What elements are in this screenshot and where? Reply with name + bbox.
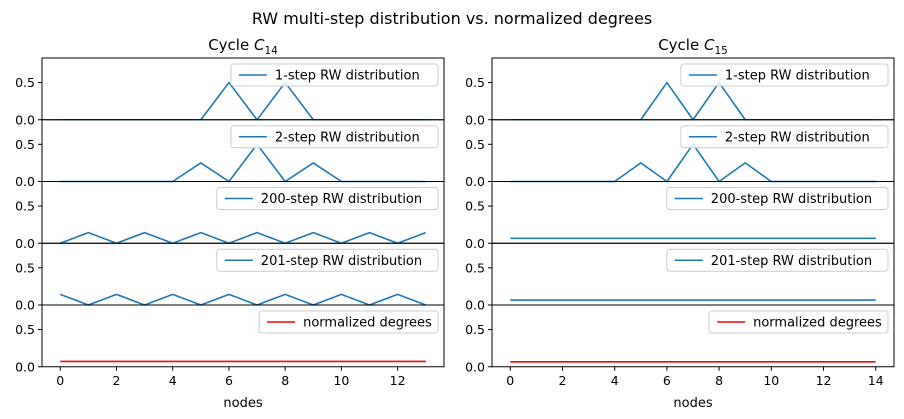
x-axis-label: nodes: [223, 396, 262, 411]
subplot: 0.0 0.5 201-step RW distribution: [465, 242, 895, 313]
x-tick-label: 8: [281, 373, 289, 388]
legend-label: 1-step RW distribution: [275, 69, 420, 84]
y-tick-label: 0.0: [465, 359, 485, 374]
legend-label: 1-step RW distribution: [725, 69, 870, 84]
chart-title-prefix: Cycle: [208, 36, 254, 54]
legend-label: 200-step RW distribution: [711, 192, 872, 207]
x-tick-label: 2: [113, 373, 121, 388]
chart-title-subscript: 15: [714, 45, 727, 57]
x-tick-label: 6: [663, 373, 671, 388]
legend-label: normalized degrees: [753, 316, 882, 331]
y-tick-label: 0.0: [465, 298, 485, 313]
y-tick-label: 0.0: [15, 112, 35, 127]
legend: 201-step RW distribution: [216, 248, 439, 272]
x-tick-label: 6: [225, 373, 233, 388]
y-tick-label: 0.5: [465, 260, 485, 275]
legend-box: [666, 187, 889, 210]
x-tick-label: 4: [611, 373, 619, 388]
chart-title-prefix: Cycle: [658, 36, 704, 54]
y-tick-label: 0.5: [465, 137, 485, 152]
y-tick-label: 0.0: [15, 174, 35, 189]
legend-box: [216, 187, 439, 210]
legend-box: [230, 125, 439, 149]
y-tick-label: 0.0: [465, 174, 485, 189]
x-tick-label: 4: [169, 373, 177, 388]
x-tick-label: 10: [763, 373, 779, 388]
legend-box: [666, 248, 889, 272]
legend-box: [680, 63, 889, 87]
x-tick-label: 12: [390, 373, 406, 388]
axes-frame: [41, 304, 445, 368]
series-line: [59, 293, 427, 306]
subplot: 0.0 0.5 200-step RW distribution: [15, 181, 445, 251]
legend: 1-step RW distribution: [230, 63, 439, 87]
subplot: 0.0 0.5 201-step RW distribution: [15, 242, 445, 313]
axes-frame: [491, 304, 895, 368]
y-tick-label: 0.0: [465, 236, 485, 251]
x-tick-label: 12: [816, 373, 832, 388]
x-tick-label: 8: [715, 373, 723, 388]
y-tick-label: 0.0: [465, 112, 485, 127]
chart-title-subscript: 14: [264, 45, 278, 57]
x-tick-label: 10: [333, 373, 349, 388]
x-tick-label: 14: [868, 373, 884, 388]
legend-box: [708, 310, 889, 334]
legend-label: 201-step RW distribution: [711, 254, 872, 269]
legend: 2-step RW distribution: [230, 125, 439, 149]
series-line: [59, 231, 427, 245]
chart-title-math: C: [704, 36, 715, 54]
x-tick-label: 2: [559, 373, 567, 388]
subplot: 0.0 0.5 2-step RW distribution: [15, 119, 445, 189]
subplot: 0.0 0.5 normalized degrees: [465, 304, 895, 374]
subplot: 0.0 0.5 200-step RW distribution: [465, 181, 895, 251]
y-tick-label: 0.5: [465, 199, 485, 214]
y-tick-label: 0.0: [15, 298, 35, 313]
y-tick-label: 0.5: [15, 75, 35, 90]
y-tick-label: 0.5: [15, 260, 35, 275]
figure-suptitle: RW multi-step distribution vs. normalize…: [252, 9, 652, 28]
legend-label: normalized degrees: [303, 316, 432, 331]
subplot: 0.0 0.5 normalized degrees: [15, 304, 445, 374]
legend-label: 200-step RW distribution: [261, 192, 422, 207]
x-tick-label: 0: [56, 373, 64, 388]
legend-label: 201-step RW distribution: [261, 254, 422, 269]
legend-label: 2-step RW distribution: [275, 130, 420, 145]
chart-title-math: C: [254, 36, 265, 54]
chart-title: Cycle C14: [208, 36, 278, 57]
legend: 201-step RW distribution: [666, 248, 889, 272]
y-tick-label: 0.5: [465, 322, 485, 337]
legend: 1-step RW distribution: [680, 63, 889, 87]
legend: 200-step RW distribution: [666, 187, 889, 210]
legend: normalized degrees: [708, 310, 889, 334]
legend: 2-step RW distribution: [680, 125, 889, 149]
y-tick-label: 0.5: [465, 75, 485, 90]
legend-box: [230, 63, 439, 87]
y-tick-label: 0.5: [15, 322, 35, 337]
x-axis-label: nodes: [673, 396, 712, 411]
chart-column-0: Cycle C14 0.0 0.5 1-step RW distribution 0.0…: [15, 36, 445, 411]
y-tick-label: 0.5: [15, 199, 35, 214]
legend: 200-step RW distribution: [216, 187, 439, 210]
legend-label: 2-step RW distribution: [725, 130, 870, 145]
legend-box: [680, 125, 889, 149]
y-tick-label: 0.5: [15, 137, 35, 152]
y-tick-label: 0.0: [15, 359, 35, 374]
chart-column-1: Cycle C15 0.0 0.5 1-step RW distribution 0.0…: [465, 36, 895, 411]
legend-box: [258, 310, 439, 334]
x-tick-label: 0: [506, 373, 514, 388]
legend: normalized degrees: [258, 310, 439, 334]
chart-title: Cycle C15: [658, 36, 728, 57]
legend-box: [216, 248, 439, 272]
y-tick-label: 0.0: [15, 236, 35, 251]
